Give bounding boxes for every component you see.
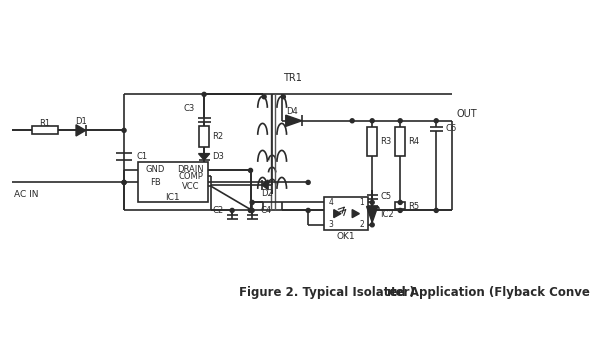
Circle shape	[122, 128, 126, 132]
Bar	[138, 162, 208, 202]
Text: OUT: OUT	[456, 109, 477, 119]
Circle shape	[370, 119, 374, 123]
Circle shape	[262, 95, 266, 99]
Text: C4: C4	[260, 206, 271, 215]
Circle shape	[434, 119, 438, 123]
Text: D2: D2	[261, 189, 272, 198]
Polygon shape	[367, 206, 378, 223]
Bar	[395, 127, 405, 156]
Text: 1: 1	[359, 198, 364, 207]
Circle shape	[122, 180, 126, 184]
Text: ter): ter)	[390, 286, 416, 299]
Text: C3: C3	[183, 104, 195, 113]
Text: 3: 3	[328, 220, 333, 229]
Text: R5: R5	[408, 202, 419, 211]
Circle shape	[434, 208, 438, 213]
Text: IC2: IC2	[380, 210, 394, 219]
Circle shape	[370, 223, 374, 227]
Circle shape	[248, 208, 253, 213]
Text: D3: D3	[212, 152, 224, 161]
Text: AC IN: AC IN	[14, 190, 39, 199]
Text: VCC: VCC	[181, 182, 199, 191]
Circle shape	[248, 169, 253, 172]
Text: Figure 2. Typical Isolated Application (Flyback Conve: Figure 2. Typical Isolated Application (…	[239, 286, 589, 299]
Text: 4: 4	[328, 198, 333, 207]
Circle shape	[370, 201, 374, 204]
Circle shape	[281, 95, 285, 99]
Circle shape	[306, 208, 310, 213]
Circle shape	[230, 208, 234, 213]
Text: FB: FB	[150, 178, 161, 187]
Text: R2: R2	[212, 132, 223, 141]
Text: C2: C2	[213, 206, 224, 215]
Circle shape	[306, 180, 310, 184]
Text: r: r	[387, 286, 392, 299]
Bar	[367, 127, 377, 156]
Polygon shape	[352, 209, 359, 218]
Text: C5: C5	[380, 192, 391, 201]
Text: DRAIN: DRAIN	[177, 165, 204, 174]
Bar	[395, 202, 405, 209]
Circle shape	[248, 208, 253, 213]
Circle shape	[202, 92, 206, 96]
Polygon shape	[334, 209, 341, 218]
Circle shape	[398, 201, 402, 204]
Text: GND: GND	[146, 165, 165, 174]
Bar	[32, 126, 58, 135]
Text: R1: R1	[39, 119, 50, 128]
Text: C1: C1	[137, 152, 148, 161]
Text: OK1: OK1	[337, 232, 355, 241]
Polygon shape	[76, 125, 85, 136]
Text: C6: C6	[446, 124, 457, 133]
Text: COMP: COMP	[178, 172, 203, 181]
Bar	[199, 126, 209, 147]
Text: IC1: IC1	[165, 193, 180, 202]
Circle shape	[398, 119, 402, 123]
Text: 2: 2	[359, 220, 364, 229]
Polygon shape	[199, 153, 210, 160]
Text: R4: R4	[408, 137, 419, 146]
Polygon shape	[286, 115, 301, 126]
Circle shape	[250, 208, 254, 213]
Text: TR1: TR1	[283, 73, 301, 83]
Text: D1: D1	[75, 117, 87, 126]
Circle shape	[350, 119, 354, 123]
Circle shape	[398, 208, 402, 213]
Circle shape	[370, 208, 374, 213]
Circle shape	[250, 201, 254, 204]
Polygon shape	[261, 180, 268, 190]
Bar	[324, 197, 368, 230]
Text: R3: R3	[380, 137, 392, 146]
Circle shape	[122, 180, 126, 184]
Text: D4: D4	[287, 107, 298, 116]
